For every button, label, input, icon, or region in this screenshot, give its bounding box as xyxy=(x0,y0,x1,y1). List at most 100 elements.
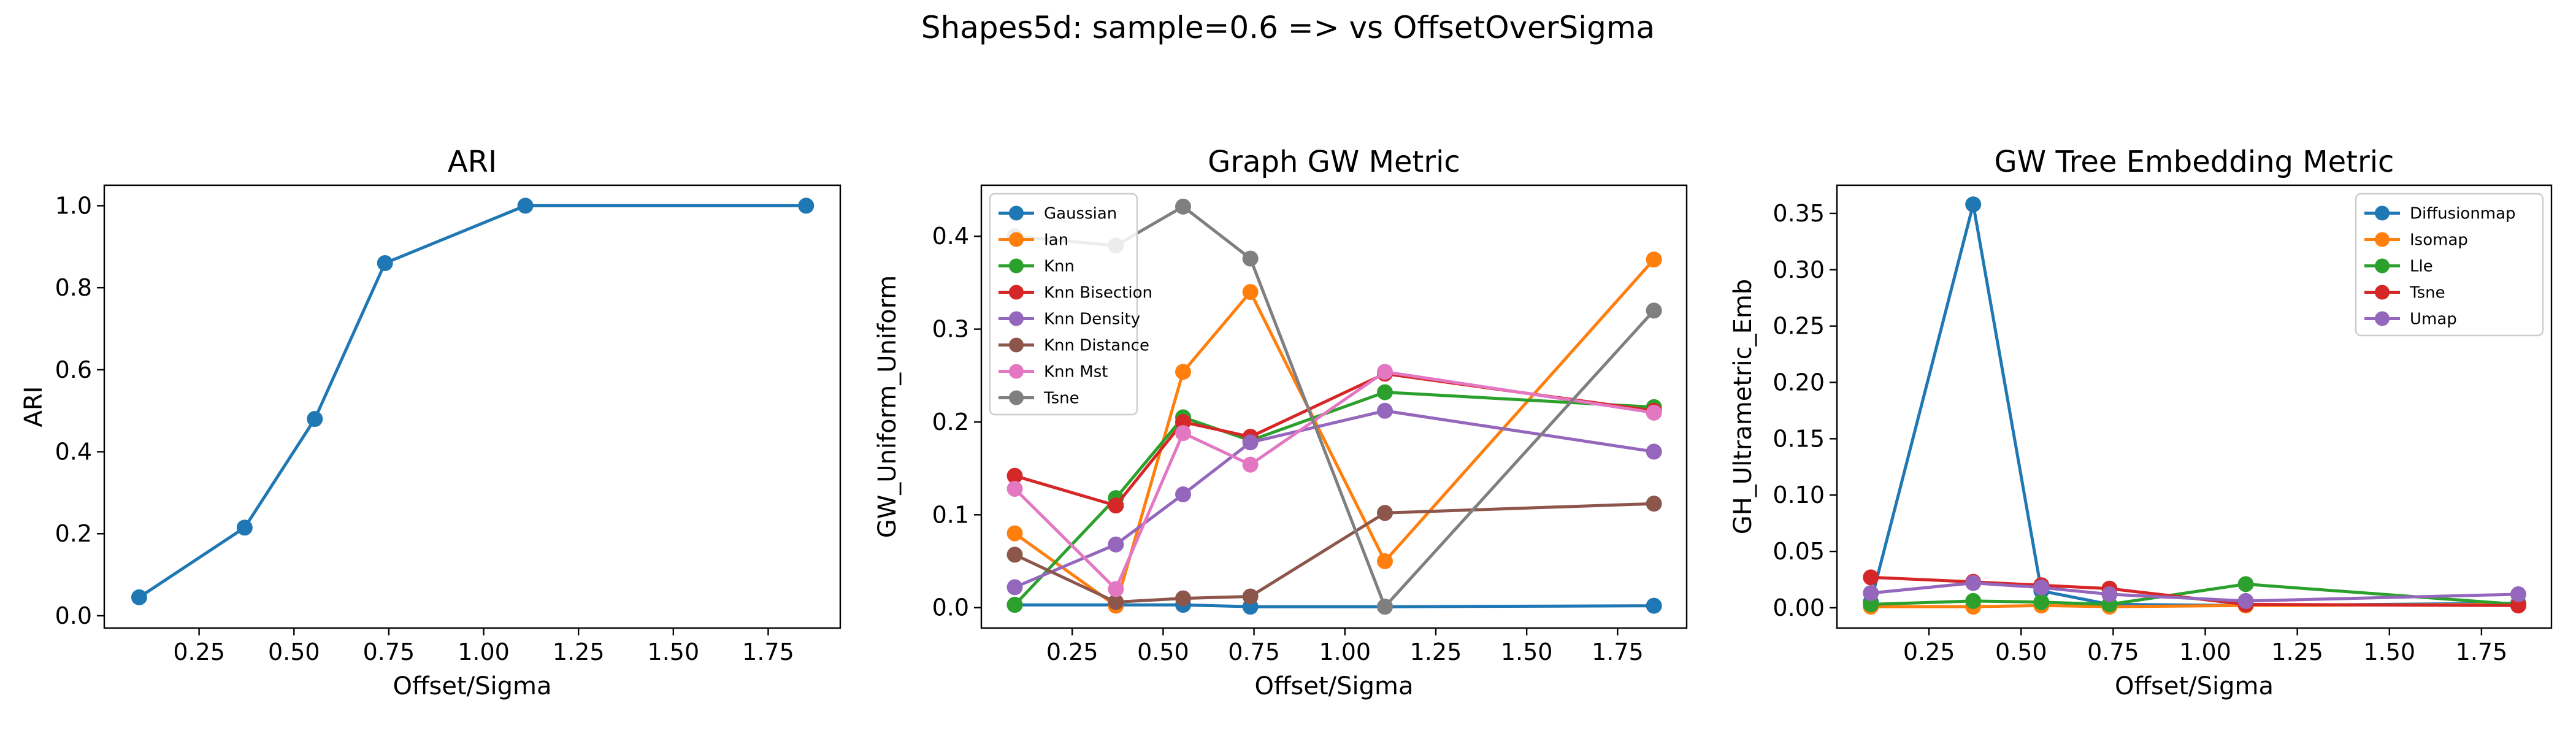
y-tick-label: 0.0 xyxy=(932,594,969,621)
chart-title: Graph GW Metric xyxy=(1208,145,1460,179)
legend-swatch-marker xyxy=(1009,205,1024,221)
data-point xyxy=(2033,579,2050,596)
y-tick-label: 0.1 xyxy=(932,501,969,528)
x-tick-label: 1.75 xyxy=(1592,638,1644,665)
y-tick-label: 0.3 xyxy=(932,316,969,343)
legend-item: Knn Distance xyxy=(999,337,1149,355)
series-line-tsne xyxy=(1871,575,2519,607)
plot-frame xyxy=(1836,184,2553,629)
legend-label: Umap xyxy=(2410,310,2457,329)
data-point xyxy=(307,411,323,427)
data-point xyxy=(1175,413,1191,430)
legend-item: Tsne xyxy=(999,389,1079,408)
y-tick-label: 0.00 xyxy=(1773,594,1825,621)
data-point xyxy=(1006,525,1023,542)
plot-frame xyxy=(103,184,841,629)
series-line-lle xyxy=(1871,582,2519,606)
data-point xyxy=(1108,581,1124,597)
data-point xyxy=(1108,536,1124,553)
x-tick-label: 0.25 xyxy=(173,638,225,665)
series-line-umap xyxy=(1870,581,2519,603)
data-point xyxy=(1376,364,1393,380)
legend-label: Knn xyxy=(1044,258,1075,276)
data-point xyxy=(2101,586,2118,602)
data-point xyxy=(1006,579,1023,596)
data-point xyxy=(2237,576,2254,592)
legend-swatch-marker xyxy=(2375,258,2390,274)
data-point xyxy=(1242,456,1259,473)
data-point xyxy=(236,519,253,536)
x-tick-label: 1.50 xyxy=(1501,638,1553,665)
x-tick-label: 1.00 xyxy=(2179,638,2231,665)
y-tick-label: 0.35 xyxy=(1773,200,1825,227)
data-point xyxy=(1242,434,1259,451)
plot-frame xyxy=(980,184,1688,629)
data-point xyxy=(131,589,147,605)
legend-label: Knn Distance xyxy=(1044,337,1149,355)
chart-title: GW Tree Embedding Metric xyxy=(1995,145,2394,179)
data-point xyxy=(1242,250,1259,267)
x-tick-label: 0.25 xyxy=(1903,638,1955,665)
chart-panels: ARI 0.25 0.50 0.75 1.00 1.25 1.50 1.75 0.0 0.2 0.4… xyxy=(20,145,2553,700)
x-tick-label: 1.00 xyxy=(458,638,510,665)
data-point xyxy=(1006,480,1023,497)
y-tick-label: 0.05 xyxy=(1773,538,1825,565)
y-tick-label: 0.15 xyxy=(1773,425,1825,452)
legend-swatch-marker xyxy=(1009,285,1024,300)
data-point xyxy=(1242,284,1259,301)
legend-label: Diffusionmap xyxy=(2410,205,2516,223)
y-tick-label: 1.0 xyxy=(55,192,92,219)
legend: Diffusionmap Isomap Lle Tsne Umap xyxy=(2355,193,2544,337)
x-tick-label: 0.75 xyxy=(2087,638,2139,665)
data-point xyxy=(1863,585,1879,602)
y-tick-label: 0.10 xyxy=(1773,481,1825,508)
series-line-knn-mst xyxy=(1013,370,1654,592)
x-tick-label: 1.75 xyxy=(2456,638,2508,665)
y-tick-label: 0.4 xyxy=(55,439,92,466)
y-axis-label: GW_Uniform_Uniform xyxy=(873,275,902,539)
data-point xyxy=(1646,404,1662,421)
x-tick-label: 0.50 xyxy=(1995,638,2047,665)
legend-label: Tsne xyxy=(1043,389,1079,408)
legend-label: Knn Mst xyxy=(1044,363,1108,381)
data-point xyxy=(2510,586,2526,602)
x-axis-label: Offset/Sigma xyxy=(1254,672,1413,700)
legend-swatch-marker xyxy=(2375,205,2390,221)
data-point xyxy=(1108,594,1124,610)
data-point xyxy=(1646,496,1662,512)
x-tick-label: 0.50 xyxy=(268,638,320,665)
y-axis-label: ARI xyxy=(20,386,48,427)
legend-item: Knn Mst xyxy=(999,363,1108,381)
legend-swatch-marker xyxy=(2375,311,2390,326)
x-tick-label: 1.75 xyxy=(742,638,794,665)
data-point xyxy=(1646,443,1662,460)
chart-2: Graph GW Metric 0.25 0.50 0.75 1.00 1.25 1.50 1… xyxy=(873,145,1688,700)
legend-label: Isomap xyxy=(2410,231,2468,250)
y-tick-label: 0.20 xyxy=(1773,369,1825,396)
legend-swatch-marker xyxy=(1009,364,1024,379)
data-point xyxy=(1376,553,1393,570)
y-tick-label: 0.2 xyxy=(932,408,969,435)
data-point xyxy=(2510,597,2526,614)
x-tick-label: 0.75 xyxy=(363,638,415,665)
data-point xyxy=(1242,588,1259,605)
data-point xyxy=(1376,505,1393,521)
data-point xyxy=(1006,597,1023,613)
y-axis-label: GH_Ultrametric_Emb xyxy=(1729,279,1757,535)
legend-label: Lle xyxy=(2410,258,2433,276)
legend-item: Knn Density xyxy=(999,310,1140,329)
data-point xyxy=(1376,402,1393,419)
data-point xyxy=(1006,546,1023,563)
series-line-1 xyxy=(138,204,807,599)
data-point xyxy=(1376,384,1393,401)
data-point xyxy=(1175,364,1191,380)
x-tick-label: 1.25 xyxy=(2271,638,2323,665)
data-point xyxy=(517,197,534,214)
data-point xyxy=(1376,599,1393,615)
chart-title: ARI xyxy=(448,145,497,179)
data-point xyxy=(1108,497,1124,514)
data-point xyxy=(1965,592,1982,609)
data-point xyxy=(798,197,815,214)
y-tick-label: 0.2 xyxy=(55,520,92,547)
